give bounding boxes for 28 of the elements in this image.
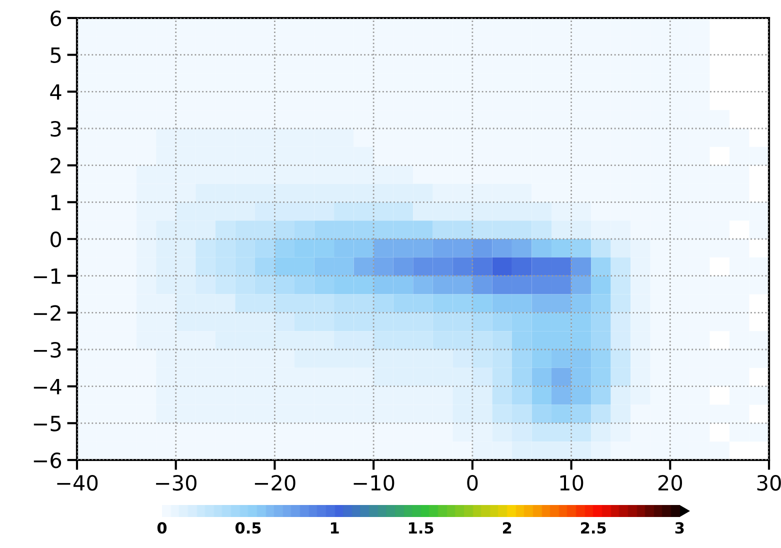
y-tick-label: 4 bbox=[50, 84, 62, 100]
y-tick-label: −3 bbox=[34, 342, 61, 358]
y-tick-label: 6 bbox=[50, 10, 62, 26]
x-tick-label: −40 bbox=[57, 474, 98, 491]
y-tick-label: 3 bbox=[50, 120, 61, 137]
x-tick-label: 30 bbox=[757, 474, 781, 491]
color-bar-label: 1.5 bbox=[409, 522, 434, 534]
x-tick-label: −10 bbox=[354, 474, 394, 491]
color-bar-label: 2.5 bbox=[581, 522, 606, 534]
y-tick-label: −6 bbox=[34, 452, 62, 468]
y-tick-label: 2 bbox=[50, 158, 60, 174]
x-tick-label: 10 bbox=[560, 474, 584, 491]
x-tick-label: 0 bbox=[467, 474, 478, 491]
color-bar-label: 1 bbox=[330, 522, 339, 534]
y-tick-label: 0 bbox=[50, 231, 62, 248]
y-tick-label: 1 bbox=[51, 194, 60, 210]
color-bar-label: 3 bbox=[675, 522, 684, 534]
x-tick-label: 20 bbox=[658, 474, 682, 491]
y-tick-label: −1 bbox=[34, 268, 60, 284]
y-tick-label: 5 bbox=[50, 48, 61, 64]
x-tick-label: −30 bbox=[156, 474, 196, 491]
y-tick-label: −2 bbox=[34, 305, 60, 321]
x-tick-label: −20 bbox=[254, 474, 296, 491]
color-bar-label: 0 bbox=[157, 522, 167, 534]
color-bar-label: 0.5 bbox=[235, 522, 261, 534]
y-tick-label: −5 bbox=[34, 416, 61, 432]
color-bar-label: 2 bbox=[502, 522, 512, 534]
y-tick-label: −4 bbox=[34, 379, 62, 394]
